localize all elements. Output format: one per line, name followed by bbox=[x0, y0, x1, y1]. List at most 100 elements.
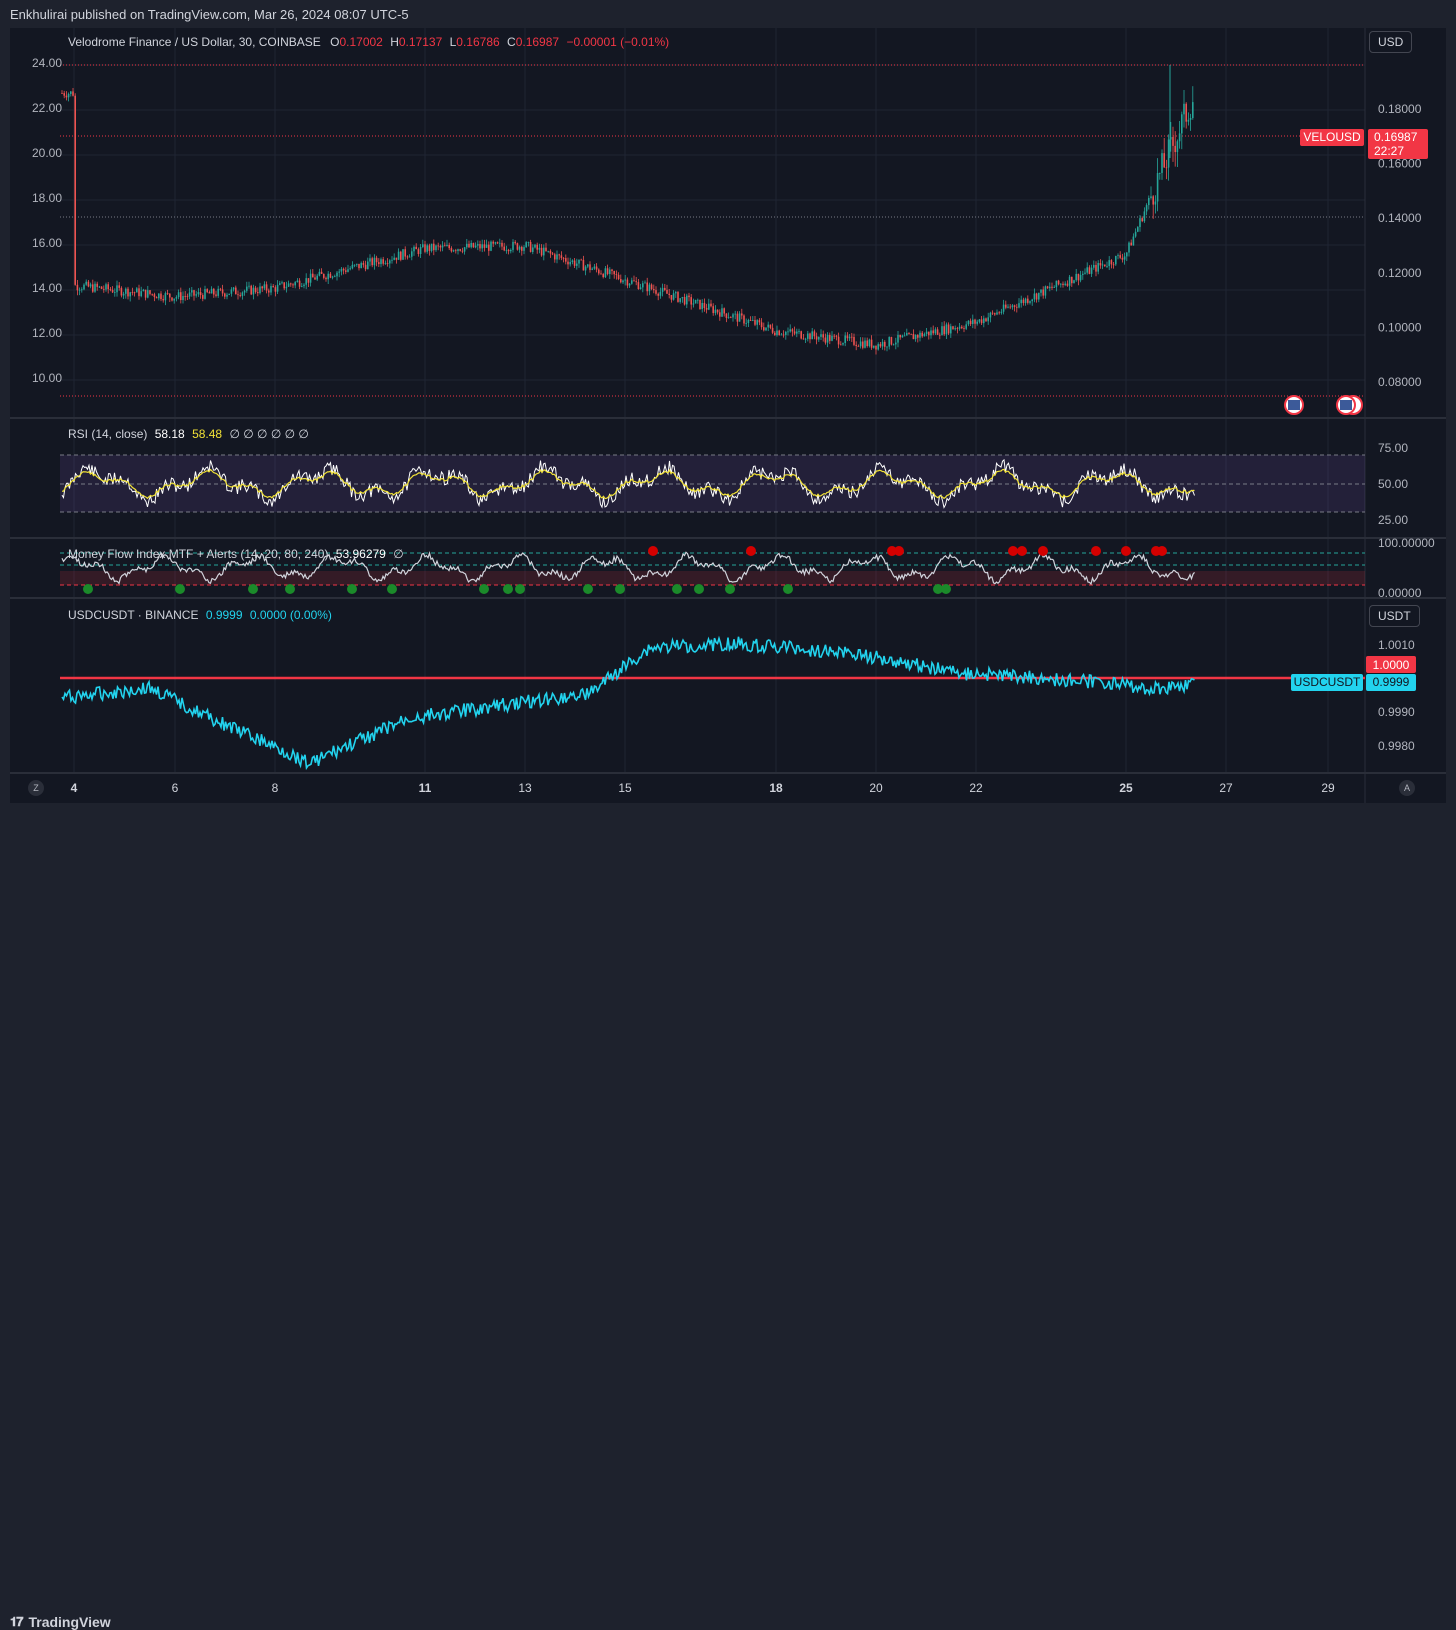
candle bbox=[890, 336, 893, 346]
currency-button[interactable]: USD bbox=[1369, 31, 1413, 53]
event-flag-icon[interactable] bbox=[1284, 395, 1304, 415]
candle bbox=[455, 248, 457, 254]
candle bbox=[1161, 149, 1163, 180]
chart-canvas[interactable]: 24.00 22.00 20.00 18.00 16.00 14.00 12.00 10.00… bbox=[10, 28, 1446, 803]
mfi-buy-marker bbox=[347, 584, 357, 594]
tradingview-logo[interactable]: 𝟏𝟕 TradingView bbox=[10, 1614, 111, 1630]
candle bbox=[598, 268, 600, 276]
candle bbox=[521, 245, 523, 256]
candle bbox=[622, 279, 624, 284]
mfi-legend[interactable]: Money Flow Index MTF + Alerts (14, 20, 8… bbox=[68, 547, 404, 561]
candle bbox=[279, 280, 281, 286]
candle bbox=[565, 254, 567, 265]
candle bbox=[1108, 256, 1110, 271]
countdown: 22:27 bbox=[1374, 144, 1404, 158]
candle bbox=[125, 287, 127, 299]
candle bbox=[606, 264, 609, 276]
candle bbox=[936, 327, 939, 335]
auto-scale-button[interactable]: A bbox=[1399, 780, 1415, 796]
candle bbox=[600, 270, 602, 275]
candle bbox=[1167, 134, 1170, 181]
candle bbox=[969, 318, 972, 327]
candle bbox=[952, 325, 954, 330]
right-axis-tick: 0.16000 bbox=[1378, 157, 1422, 171]
candle bbox=[646, 277, 648, 296]
candle bbox=[261, 285, 263, 292]
usdc-axis: 1.0010 0.9990 0.9980 bbox=[1378, 638, 1415, 753]
candle bbox=[767, 321, 769, 332]
candle bbox=[494, 241, 497, 245]
chart-area[interactable]: 24.00 22.00 20.00 18.00 16.00 14.00 12.00 10.00… bbox=[10, 28, 1446, 803]
candle bbox=[635, 276, 637, 286]
candle bbox=[611, 268, 613, 275]
candle bbox=[760, 318, 763, 330]
right-axis-tick: 0.14000 bbox=[1378, 211, 1422, 225]
candle bbox=[705, 303, 708, 314]
candle bbox=[413, 245, 415, 256]
candle bbox=[983, 315, 985, 328]
candle bbox=[884, 340, 886, 351]
candle bbox=[459, 248, 461, 252]
candle bbox=[782, 330, 785, 338]
candle bbox=[842, 342, 844, 346]
symbol-tag-bg bbox=[1300, 129, 1364, 146]
time-axis: 4 6 8 11 13 15 18 20 22 25 27 29 bbox=[71, 781, 1335, 795]
candle bbox=[846, 332, 849, 342]
candle bbox=[197, 288, 200, 297]
candle bbox=[202, 293, 204, 302]
candle bbox=[118, 282, 120, 291]
candle bbox=[657, 292, 659, 301]
candle bbox=[182, 291, 184, 304]
candle bbox=[941, 322, 943, 336]
candle bbox=[595, 263, 598, 273]
candle bbox=[1049, 282, 1051, 292]
main-legend[interactable]: Velodrome Finance / US Dollar, 30, COINB… bbox=[68, 35, 669, 49]
candle bbox=[138, 284, 140, 300]
usdc-legend[interactable]: USDCUSDT · BINANCE 0.9999 0.0000 (0.00%) bbox=[68, 608, 332, 622]
candle bbox=[1189, 113, 1192, 131]
usdc-currency-button[interactable]: USDT bbox=[1369, 605, 1420, 627]
usdc-line bbox=[61, 635, 1195, 771]
candle bbox=[741, 308, 743, 320]
mfi-axis-tick: 0.00000 bbox=[1378, 586, 1422, 600]
candle bbox=[730, 316, 732, 319]
candle bbox=[631, 277, 633, 285]
candle bbox=[886, 346, 888, 352]
low-value: 0.16786 bbox=[456, 35, 500, 49]
symbol-title: Velodrome Finance / US Dollar, 30, COINB… bbox=[68, 35, 321, 49]
candle bbox=[219, 287, 222, 292]
rsi-ma-value: 58.48 bbox=[192, 427, 223, 441]
candle bbox=[364, 260, 367, 272]
right-axis-tick: 0.08000 bbox=[1378, 375, 1422, 389]
candle bbox=[1126, 252, 1128, 262]
candle bbox=[1016, 303, 1018, 313]
candle bbox=[149, 289, 151, 296]
candle bbox=[1060, 283, 1062, 288]
candle bbox=[382, 256, 384, 266]
candle bbox=[921, 330, 923, 338]
candle bbox=[1123, 252, 1126, 265]
candle bbox=[386, 258, 389, 267]
rsi-ma-line bbox=[62, 468, 1195, 500]
candle bbox=[609, 267, 611, 279]
candle bbox=[1062, 281, 1064, 288]
candle bbox=[72, 87, 74, 97]
candle bbox=[895, 337, 897, 350]
right-price-axis: 0.18000 0.16000 0.14000 0.12000 0.10000 0.080… bbox=[1378, 102, 1422, 389]
rsi-legend[interactable]: RSI (14, close) 58.18 58.48 ∅ ∅ ∅ ∅ ∅ ∅ bbox=[68, 427, 309, 441]
candle bbox=[998, 311, 1000, 315]
candle bbox=[769, 324, 772, 330]
candle bbox=[1163, 138, 1165, 168]
left-axis-button[interactable]: Z bbox=[28, 780, 44, 796]
candle bbox=[934, 327, 937, 336]
candle bbox=[670, 294, 673, 303]
candle bbox=[571, 259, 574, 265]
candle bbox=[765, 327, 767, 332]
candle bbox=[122, 291, 125, 299]
mfi-title: Money Flow Index MTF + Alerts (14, 20, 8… bbox=[68, 547, 329, 561]
candle bbox=[793, 326, 796, 336]
candle bbox=[1009, 303, 1011, 310]
usdc-title: USDCUSDT · BINANCE bbox=[68, 608, 199, 622]
open-label: O bbox=[330, 35, 340, 49]
event-flag-icon[interactable] bbox=[1336, 395, 1363, 415]
